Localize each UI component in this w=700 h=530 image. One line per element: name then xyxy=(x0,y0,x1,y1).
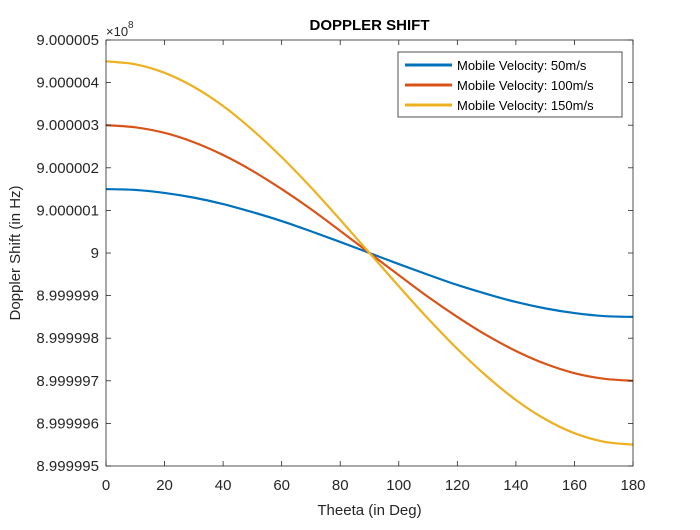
y-tick-label: 8.999999 xyxy=(36,288,99,305)
y-tick-label: 8.999995 xyxy=(36,458,99,475)
y-tick-label: 9.000004 xyxy=(36,75,99,92)
x-tick-label: 120 xyxy=(445,477,470,494)
y-tick-label: 8.999998 xyxy=(36,330,99,347)
x-tick-label: 20 xyxy=(156,477,173,494)
y-tick-label: 9.000001 xyxy=(36,202,99,219)
y-tick-label: 9.000005 xyxy=(36,32,99,49)
legend-label: Mobile Velocity: 100m/s xyxy=(457,78,594,93)
x-tick-label: 140 xyxy=(503,477,528,494)
legend: Mobile Velocity: 50m/s Mobile Velocity: … xyxy=(398,52,622,117)
y-tick-label: 9.000003 xyxy=(36,117,99,134)
x-tick-label: 40 xyxy=(215,477,232,494)
legend-label: Mobile Velocity: 150m/s xyxy=(457,98,594,113)
y-exponent-power: 8 xyxy=(128,20,134,31)
x-tick-label: 0 xyxy=(102,477,110,494)
y-tick-label: 8.999996 xyxy=(36,415,99,432)
x-tick-label: 60 xyxy=(273,477,290,494)
y-axis-label: Doppler Shift (in Hz) xyxy=(7,185,24,320)
y-tick-label: 9 xyxy=(91,245,99,262)
chart-title: DOPPLER SHIFT xyxy=(309,17,429,34)
x-tick-label: 100 xyxy=(386,477,411,494)
y-tick-label: 9.000002 xyxy=(36,160,99,177)
y-tick-label: 8.999997 xyxy=(36,373,99,390)
legend-label: Mobile Velocity: 50m/s xyxy=(457,58,587,73)
x-tick-label: 160 xyxy=(562,477,587,494)
x-axis-label: Theeta (in Deg) xyxy=(317,502,421,519)
x-tick-label: 80 xyxy=(332,477,349,494)
y-exponent-base: ×10 xyxy=(106,24,128,39)
x-tick-label: 180 xyxy=(620,477,645,494)
